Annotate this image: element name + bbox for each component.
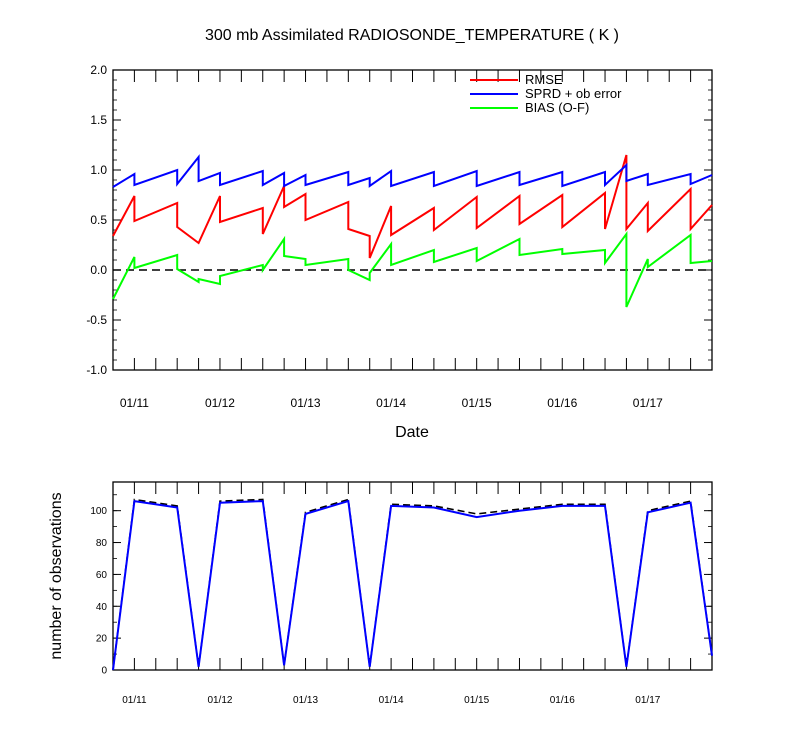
y-tick-label: 0: [101, 666, 107, 677]
chart-title: 300 mb Assimilated RADIOSONDE_TEMPERATUR…: [205, 27, 619, 44]
x-tick-label: 01/11: [120, 396, 149, 410]
plot-frame: [112, 69, 713, 371]
series-line-0: [112, 154, 713, 259]
x-tick-label: 01/17: [635, 695, 660, 706]
x-tick-label: 01/11: [122, 695, 147, 706]
legend-label-1: SPRD + ob error: [525, 86, 622, 101]
y-tick-label: 40: [96, 602, 108, 613]
y-tick-label: 80: [96, 538, 108, 549]
x-tick-label: 01/12: [205, 396, 235, 410]
series-line-1: [112, 154, 713, 188]
legend-label-2: BIAS (O-F): [525, 100, 589, 115]
y-tick-label: 60: [96, 570, 108, 581]
series-line-0: [112, 498, 713, 671]
bottom-plot: 100 80 60 40 20 0 01/11 01/12 01/13 01/14 01/15 01/…: [90, 481, 713, 706]
x-tick-label: 01/12: [207, 695, 232, 706]
y-tick-label: 0.0: [90, 263, 107, 277]
y-tick-label: 2.0: [90, 63, 107, 77]
y-axis-label: number of observations: [48, 492, 65, 659]
y-tick-label: 0.5: [90, 213, 107, 227]
legend-label-0: RMSE: [525, 72, 563, 87]
series-line-2: [112, 230, 713, 308]
x-tick-label: 01/15: [464, 695, 489, 706]
x-tick-label: 01/14: [379, 695, 404, 706]
series-line-1: [112, 499, 713, 671]
y-tick-label: 1.5: [90, 113, 107, 127]
x-tick-label: 01/16: [547, 396, 577, 410]
x-tick-label: 01/15: [462, 396, 492, 410]
y-tick-label: -0.5: [86, 313, 107, 327]
top-plot: 2.0 1.5 1.0 0.5 0.0 -0.5 -1.0 01/11 01/12 01/13 01…: [86, 63, 713, 410]
x-tick-label: 01/13: [291, 396, 321, 410]
x-tick-label: 01/14: [376, 396, 406, 410]
x-tick-label: 01/13: [293, 695, 318, 706]
x-tick-label: 01/17: [633, 396, 663, 410]
y-tick-label: 1.0: [90, 163, 107, 177]
x-tick-label: 01/16: [550, 695, 575, 706]
y-tick-label: 100: [90, 506, 107, 517]
y-tick-label: -1.0: [86, 363, 107, 377]
y-tick-label: 20: [96, 634, 108, 645]
x-axis-label: Date: [395, 424, 429, 441]
